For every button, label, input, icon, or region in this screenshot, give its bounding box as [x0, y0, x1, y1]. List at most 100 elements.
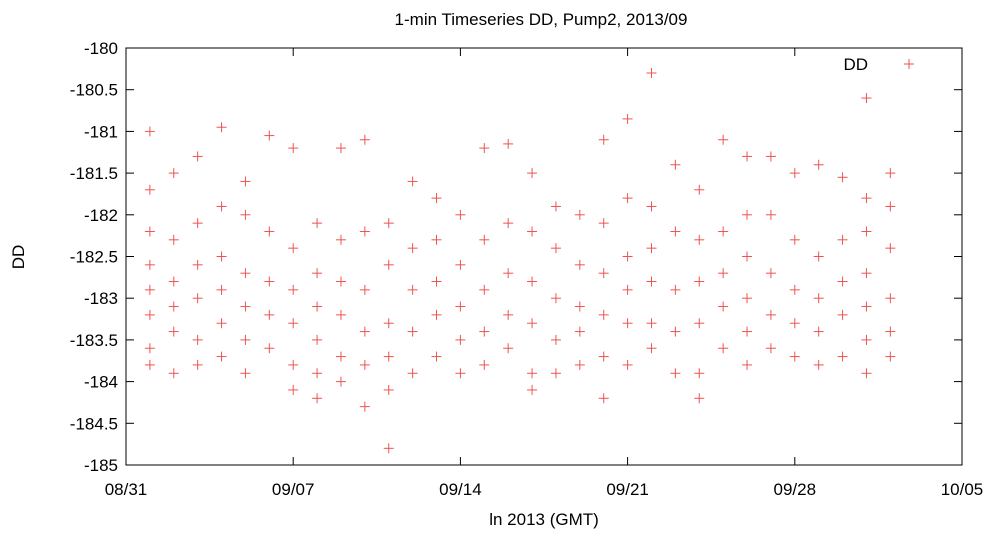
- data-point: [885, 293, 896, 304]
- x-tick-label: 08/31: [105, 480, 148, 499]
- data-point: [598, 393, 609, 404]
- data-point: [192, 151, 203, 162]
- data-point: [288, 284, 299, 295]
- data-point: [646, 201, 657, 212]
- data-point: [383, 318, 394, 329]
- data-point: [598, 268, 609, 279]
- data-point: [312, 268, 323, 279]
- y-tick-label: -184.5: [70, 414, 118, 433]
- data-point: [670, 159, 681, 170]
- data-point: [383, 443, 394, 454]
- data-point: [359, 134, 370, 145]
- data-point: [837, 234, 848, 245]
- y-tick-label: -183: [84, 289, 118, 308]
- data-point: [885, 201, 896, 212]
- data-point: [670, 284, 681, 295]
- data-point: [144, 309, 155, 320]
- chart-title: 1-min Timeseries DD, Pump2, 2013/09: [395, 10, 688, 29]
- data-point: [192, 334, 203, 345]
- data-point: [837, 351, 848, 362]
- data-point: [789, 318, 800, 329]
- data-point: [359, 226, 370, 237]
- data-point: [622, 251, 633, 262]
- data-point: [264, 226, 275, 237]
- data-point: [646, 318, 657, 329]
- data-point: [288, 359, 299, 370]
- plot-area: [125, 47, 963, 466]
- data-point: [813, 251, 824, 262]
- data-point: [288, 243, 299, 254]
- data-point: [718, 301, 729, 312]
- data-point: [383, 351, 394, 362]
- data-point: [407, 326, 418, 337]
- data-point: [742, 326, 753, 337]
- data-point: [168, 301, 179, 312]
- data-point: [742, 209, 753, 220]
- data-point: [527, 226, 538, 237]
- y-axis-label: DD: [9, 245, 28, 270]
- data-point: [479, 234, 490, 245]
- data-point: [431, 276, 442, 287]
- data-point: [527, 368, 538, 379]
- data-point: [240, 368, 251, 379]
- data-point: [718, 134, 729, 145]
- y-tick-label: -182: [84, 206, 118, 225]
- data-point: [861, 268, 872, 279]
- data-point: [837, 172, 848, 183]
- data-point: [216, 201, 227, 212]
- data-point: [742, 251, 753, 262]
- data-point: [765, 268, 776, 279]
- data-point: [312, 368, 323, 379]
- data-point: [383, 218, 394, 229]
- y-tick-label: -181.5: [70, 164, 118, 183]
- data-point: [335, 276, 346, 287]
- data-point: [335, 376, 346, 387]
- data-point: [431, 351, 442, 362]
- data-point: [240, 176, 251, 187]
- data-points: [144, 68, 896, 454]
- data-point: [168, 276, 179, 287]
- data-point: [359, 359, 370, 370]
- data-point: [335, 351, 346, 362]
- data-point: [789, 234, 800, 245]
- data-point: [479, 359, 490, 370]
- data-point: [335, 234, 346, 245]
- y-tick-label: -182.5: [70, 248, 118, 267]
- data-point: [168, 326, 179, 337]
- data-point: [646, 276, 657, 287]
- data-point: [503, 268, 514, 279]
- data-point: [765, 151, 776, 162]
- data-point: [622, 113, 633, 124]
- data-point: [670, 226, 681, 237]
- data-point: [574, 301, 585, 312]
- data-point: [742, 151, 753, 162]
- data-point: [216, 251, 227, 262]
- data-point: [646, 243, 657, 254]
- y-tick-label: -181: [84, 122, 118, 141]
- data-point: [479, 143, 490, 154]
- data-point: [694, 318, 705, 329]
- data-point: [813, 159, 824, 170]
- data-point: [503, 343, 514, 354]
- data-point: [694, 368, 705, 379]
- data-point: [359, 326, 370, 337]
- data-point: [622, 193, 633, 204]
- data-point: [646, 68, 657, 79]
- data-point: [216, 351, 227, 362]
- data-point: [192, 259, 203, 270]
- data-point: [813, 359, 824, 370]
- data-point: [622, 284, 633, 295]
- data-point: [598, 309, 609, 320]
- data-point: [264, 309, 275, 320]
- x-tick-label: 09/14: [439, 480, 482, 499]
- data-point: [288, 143, 299, 154]
- x-tick-label: 09/07: [272, 480, 315, 499]
- data-point: [574, 209, 585, 220]
- data-point: [550, 293, 561, 304]
- data-point: [885, 351, 896, 362]
- data-point: [598, 351, 609, 362]
- data-point: [216, 122, 227, 133]
- data-point: [455, 209, 466, 220]
- data-point: [574, 326, 585, 337]
